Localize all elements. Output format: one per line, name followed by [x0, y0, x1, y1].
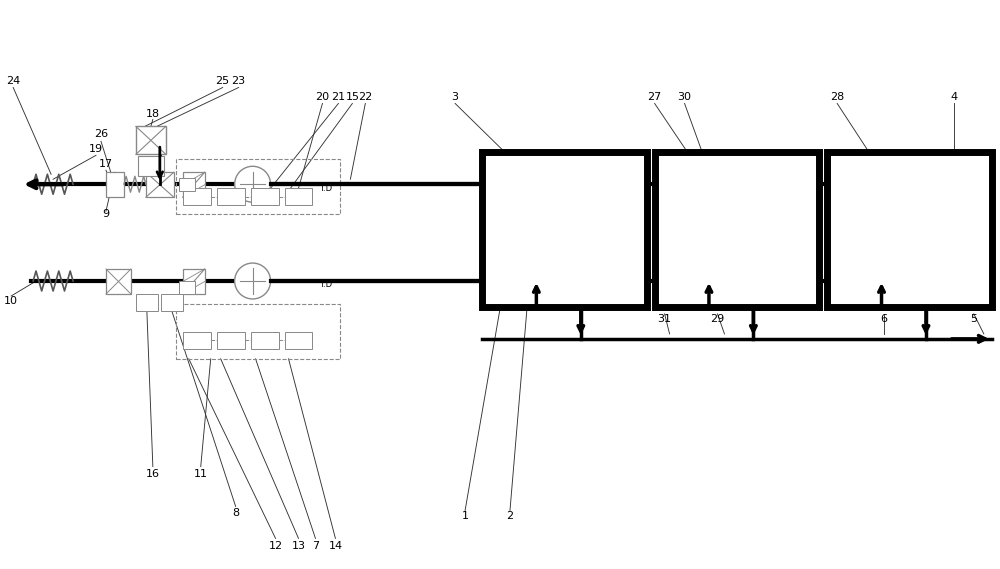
Text: 24: 24: [6, 76, 20, 86]
Bar: [183, 332, 211, 349]
Bar: [842, 254, 878, 273]
Bar: [868, 214, 913, 234]
Text: 17: 17: [99, 159, 113, 170]
Bar: [285, 188, 312, 205]
Text: 25: 25: [216, 76, 230, 86]
Bar: [183, 172, 205, 197]
Bar: [494, 164, 589, 192]
Text: 8: 8: [232, 509, 239, 518]
Text: 14: 14: [328, 541, 342, 551]
Text: 6: 6: [881, 314, 888, 324]
Text: T.D: T.D: [319, 184, 332, 193]
Bar: [497, 254, 533, 273]
Text: 9: 9: [102, 209, 110, 219]
Text: 31: 31: [658, 314, 672, 324]
Bar: [161, 294, 183, 311]
Bar: [179, 178, 195, 191]
Bar: [696, 214, 740, 234]
Bar: [138, 156, 164, 176]
Text: 19: 19: [89, 145, 103, 154]
Text: 20: 20: [315, 92, 329, 102]
Bar: [136, 126, 166, 154]
Bar: [523, 214, 568, 234]
Text: 22: 22: [358, 92, 372, 102]
Circle shape: [235, 263, 271, 299]
Text: 18: 18: [146, 109, 160, 119]
Text: 3: 3: [452, 92, 459, 102]
Bar: [581, 214, 625, 234]
Bar: [251, 188, 279, 205]
Text: 4: 4: [950, 92, 957, 102]
Bar: [106, 172, 124, 197]
Bar: [482, 152, 647, 307]
Bar: [285, 332, 312, 349]
Text: 2: 2: [506, 512, 514, 521]
Bar: [888, 254, 924, 273]
Bar: [146, 172, 174, 197]
Bar: [666, 166, 801, 237]
Text: 27: 27: [647, 92, 662, 102]
Bar: [827, 152, 992, 307]
Text: 15: 15: [345, 92, 359, 102]
Bar: [753, 214, 798, 234]
Bar: [926, 214, 970, 234]
Text: 30: 30: [678, 92, 692, 102]
Text: 1: 1: [462, 512, 469, 521]
Bar: [494, 166, 629, 237]
Bar: [176, 159, 340, 214]
Text: 13: 13: [291, 541, 305, 551]
Text: 23: 23: [232, 76, 246, 86]
Bar: [760, 254, 796, 273]
Bar: [183, 188, 211, 205]
Text: 5: 5: [970, 314, 977, 324]
Bar: [179, 281, 195, 294]
Text: T.D: T.D: [319, 281, 332, 290]
Bar: [839, 164, 934, 192]
Text: 7: 7: [312, 541, 319, 551]
Text: 26: 26: [94, 129, 108, 139]
Text: 10: 10: [4, 296, 18, 306]
Bar: [106, 269, 131, 294]
Bar: [217, 332, 245, 349]
Text: 11: 11: [194, 468, 208, 479]
Bar: [176, 304, 340, 359]
Bar: [716, 254, 752, 273]
Bar: [543, 254, 579, 273]
Bar: [666, 164, 762, 192]
Bar: [251, 332, 279, 349]
Circle shape: [235, 166, 271, 202]
Bar: [136, 294, 158, 311]
Bar: [655, 152, 819, 307]
Text: 21: 21: [331, 92, 345, 102]
Text: 12: 12: [268, 541, 283, 551]
Bar: [587, 254, 624, 273]
Bar: [183, 269, 205, 294]
Bar: [933, 254, 969, 273]
Text: 28: 28: [830, 92, 844, 102]
Bar: [669, 254, 706, 273]
Text: 16: 16: [146, 468, 160, 479]
Bar: [839, 166, 974, 237]
Text: 29: 29: [710, 314, 725, 324]
Bar: [217, 188, 245, 205]
